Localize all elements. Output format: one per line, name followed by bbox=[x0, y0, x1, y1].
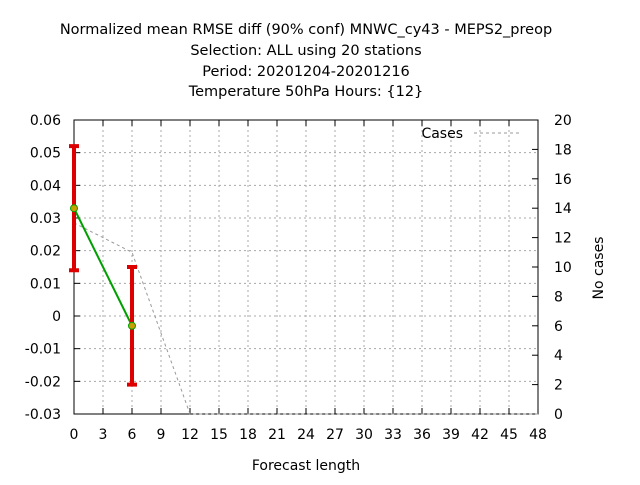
y-tick-label: 0.01 bbox=[30, 276, 61, 292]
y-tick-label: 0.03 bbox=[30, 211, 61, 227]
x-tick-label: 42 bbox=[471, 427, 489, 443]
data-layer bbox=[69, 144, 538, 415]
y-tick-label: -0.03 bbox=[25, 407, 61, 423]
cases-line bbox=[73, 222, 538, 415]
mean-diff-line bbox=[73, 207, 133, 327]
y-tick-label: 0.05 bbox=[30, 146, 61, 162]
x-tick-label: 0 bbox=[70, 427, 79, 443]
x-tick-label: 27 bbox=[326, 427, 344, 443]
x-tick-label: 9 bbox=[157, 427, 166, 443]
x-tick-label: 15 bbox=[210, 427, 228, 443]
title-line-3: Period: 20201204-20201216 bbox=[202, 64, 410, 80]
y-tick-label: 0.06 bbox=[30, 113, 61, 129]
x-tick-label: 48 bbox=[529, 427, 547, 443]
data-point bbox=[70, 204, 78, 213]
title-line-4: Temperature 50hPa Hours: {12} bbox=[188, 84, 424, 100]
y2-tick-label: 18 bbox=[554, 142, 572, 158]
x-axis-label: Forecast length bbox=[252, 458, 360, 474]
y2-tick-label: 20 bbox=[554, 113, 572, 129]
x-tick-label: 45 bbox=[500, 427, 518, 443]
x-tick-label: 33 bbox=[384, 427, 402, 443]
x-tick-label: 24 bbox=[297, 427, 315, 443]
y2-tick-label: 12 bbox=[554, 231, 572, 247]
title-line-2: Selection: ALL using 20 stations bbox=[190, 43, 421, 59]
y2-tick-label: 16 bbox=[554, 172, 572, 188]
chart-title: Normalized mean RMSE diff (90% conf) MNW… bbox=[60, 22, 552, 100]
y-tick-label: -0.01 bbox=[25, 342, 61, 358]
y2-tick-label: 14 bbox=[554, 201, 572, 217]
legend-label-cases: Cases bbox=[421, 126, 463, 142]
legend: Cases bbox=[421, 126, 521, 142]
title-line-1: Normalized mean RMSE diff (90% conf) MNW… bbox=[60, 22, 552, 38]
x-tick-label: 39 bbox=[442, 427, 460, 443]
x-tick-label: 30 bbox=[355, 427, 373, 443]
y2-tick-label: 2 bbox=[554, 378, 563, 394]
y2-tick-label: 6 bbox=[554, 319, 563, 335]
x-tick-label: 18 bbox=[239, 427, 257, 443]
data-point bbox=[128, 321, 136, 330]
y2-tick-label: 10 bbox=[554, 260, 572, 276]
y-tick-label: 0 bbox=[52, 309, 61, 325]
y-tick-label: 0.02 bbox=[30, 244, 61, 260]
y2-tick-label: 0 bbox=[554, 407, 563, 423]
y2-tick-label: 4 bbox=[554, 348, 563, 364]
y2-tick-label: 8 bbox=[554, 289, 563, 305]
y-tick-label: 0.04 bbox=[30, 178, 61, 194]
x-tick-label: 36 bbox=[413, 427, 431, 443]
y-tick-label: -0.02 bbox=[25, 374, 61, 390]
x-tick-label: 21 bbox=[268, 427, 286, 443]
y2-axis-label: No cases bbox=[591, 237, 607, 300]
x-tick-label: 12 bbox=[181, 427, 199, 443]
grid-lines bbox=[74, 120, 538, 414]
axes: 0 3 6 9 12 15 18 21 24 27 30 33 36 39 42 45 480.060.050.… bbox=[25, 113, 572, 443]
x-tick-label: 6 bbox=[128, 427, 137, 443]
x-tick-label: 3 bbox=[99, 427, 108, 443]
